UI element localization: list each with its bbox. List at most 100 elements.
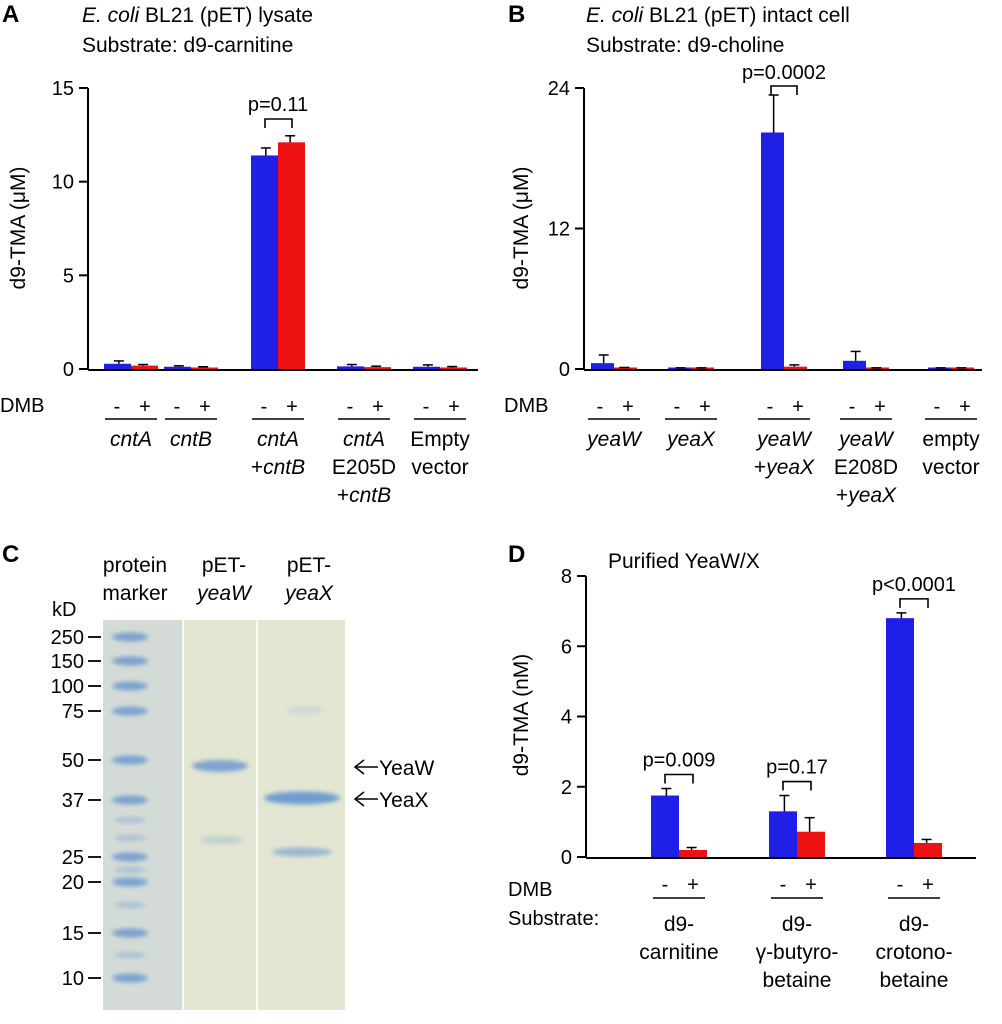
panel-d-ticks: 0 2 4 6 8 bbox=[561, 566, 586, 869]
dmb-plus-sign: + bbox=[687, 874, 699, 896]
bar-dmb-minus bbox=[886, 618, 914, 857]
mw-marker-label: 250 bbox=[51, 627, 84, 649]
mw-marker-label: 20 bbox=[62, 872, 84, 894]
panel-a: A E. coli BL21 (pET) lysate Substrate: d… bbox=[0, 1, 478, 507]
panel-a-ticks: 0 5 10 15 bbox=[52, 78, 88, 381]
y-tick-label: 10 bbox=[52, 172, 74, 194]
category-label: d9- bbox=[782, 913, 812, 936]
bar-dmb-plus bbox=[131, 365, 158, 369]
gel-band-faint bbox=[200, 836, 244, 844]
bar-dmb-plus bbox=[614, 367, 637, 369]
category-label: betaine bbox=[880, 969, 949, 992]
yeaw-band bbox=[192, 760, 248, 772]
marker-band bbox=[112, 877, 148, 887]
dmb-minus-sign: - bbox=[780, 874, 787, 896]
bar-dmb-minus bbox=[651, 795, 679, 857]
lane-header: yeaW bbox=[195, 582, 253, 605]
arrow-left-icon bbox=[353, 791, 365, 807]
category-label: E208D bbox=[834, 456, 898, 479]
bar-dmb-minus bbox=[761, 132, 784, 369]
yeaw-annotation: YeaW bbox=[353, 757, 434, 780]
panel-a-title-rest: BL21 (pET) lysate bbox=[139, 4, 313, 27]
category-label: yeaX bbox=[665, 428, 716, 451]
mw-marker-label: 75 bbox=[62, 701, 84, 723]
category-label: betaine bbox=[763, 969, 832, 992]
category-label: cntA bbox=[343, 428, 385, 451]
dmb-minus-sign: - bbox=[597, 396, 604, 418]
bar-dmb-minus bbox=[413, 366, 440, 369]
dmb-minus-sign: - bbox=[347, 396, 354, 418]
panel-c-label: C bbox=[2, 541, 19, 568]
p-value: p=0.17 bbox=[766, 757, 828, 779]
category-label: cntB bbox=[170, 428, 212, 451]
dmb-minus-sign: - bbox=[114, 396, 121, 418]
lane-header: yeaX bbox=[283, 582, 334, 605]
dmb-plus-sign: + bbox=[199, 396, 211, 418]
panel-a-pvalue: p=0.11 bbox=[248, 94, 308, 116]
y-tick-label: 6 bbox=[561, 636, 572, 658]
category-label: d9- bbox=[899, 913, 929, 936]
significance-bracket bbox=[899, 598, 929, 608]
y-tick-label: 2 bbox=[561, 777, 572, 799]
dmb-plus-sign: + bbox=[286, 396, 298, 418]
dmb-minus-sign: - bbox=[662, 874, 669, 896]
dmb-plus-sign: + bbox=[959, 396, 971, 418]
mw-marker-label: 100 bbox=[51, 676, 84, 698]
mw-marker-label: 25 bbox=[62, 847, 84, 869]
panel-d-bars bbox=[651, 612, 942, 857]
panel-d-category-labels: - +d9-carnitine- +d9-γ-butyro-betaine- +d9-… bbox=[639, 574, 956, 992]
category-label: +yeaX bbox=[836, 484, 897, 507]
marker-band bbox=[114, 835, 146, 841]
category-label: +cntB bbox=[251, 456, 305, 479]
panel-a-subtitle: Substrate: d9-carnitine bbox=[82, 34, 293, 57]
dmb-minus-sign: - bbox=[174, 396, 181, 418]
yeax-annotation: YeaX bbox=[353, 789, 428, 812]
panel-b-dmb-label: DMB bbox=[504, 395, 548, 417]
y-tick-label: 5 bbox=[63, 265, 74, 287]
lane-header: pET- bbox=[287, 554, 331, 577]
dmb-minus-sign: - bbox=[849, 396, 856, 418]
category-label: Empty bbox=[410, 428, 470, 451]
category-label: +cntB bbox=[337, 484, 391, 507]
panel-b-label: B bbox=[508, 1, 525, 28]
panel-a-title: E. coli BL21 (pET) lysate bbox=[82, 4, 313, 27]
gel-bands bbox=[112, 632, 340, 983]
panel-b-title-rest: BL21 (pET) intact cell bbox=[643, 4, 850, 27]
panel-d-label: D bbox=[508, 541, 525, 568]
y-tick-label: 0 bbox=[63, 359, 74, 381]
panel-b-title: E. coli BL21 (pET) intact cell bbox=[586, 4, 850, 27]
lane-header: marker bbox=[102, 582, 167, 605]
lane-header: protein bbox=[103, 554, 167, 577]
y-tick-label: 15 bbox=[52, 78, 74, 100]
marker-band bbox=[112, 852, 148, 862]
category-label: carnitine bbox=[639, 941, 718, 964]
bar-dmb-plus bbox=[191, 367, 218, 369]
bar-dmb-minus bbox=[251, 155, 278, 369]
marker-band bbox=[112, 973, 148, 983]
dmb-minus-sign: - bbox=[767, 396, 774, 418]
category-label: vector bbox=[411, 456, 468, 479]
category-label: vector bbox=[922, 456, 979, 479]
bar-dmb-minus bbox=[591, 363, 614, 369]
dmb-plus-sign: + bbox=[622, 396, 634, 418]
dmb-minus-sign: - bbox=[674, 396, 681, 418]
yeaw-band-label: YeaW bbox=[379, 757, 434, 780]
bar-dmb-plus bbox=[914, 842, 942, 857]
panel-b-title-species: E. coli bbox=[586, 4, 645, 27]
marker-band bbox=[112, 928, 148, 938]
marker-band bbox=[112, 632, 148, 642]
mw-marker-label: 150 bbox=[51, 651, 84, 673]
dmb-plus-sign: + bbox=[448, 396, 460, 418]
significance-bracket bbox=[782, 780, 812, 791]
dmb-plus-sign: + bbox=[699, 396, 711, 418]
mw-marker-label: 10 bbox=[62, 968, 84, 990]
dmb-minus-sign: - bbox=[261, 396, 268, 418]
panel-b-y-label: d9-TMA (μM) bbox=[510, 167, 533, 290]
bar-dmb-plus bbox=[797, 831, 825, 857]
marker-band bbox=[114, 817, 146, 823]
bar-dmb-plus bbox=[784, 366, 807, 369]
bar-dmb-minus bbox=[164, 366, 191, 369]
y-tick-label: 24 bbox=[548, 78, 570, 100]
panel-d-y-label: d9-TMA (nM) bbox=[510, 654, 533, 777]
